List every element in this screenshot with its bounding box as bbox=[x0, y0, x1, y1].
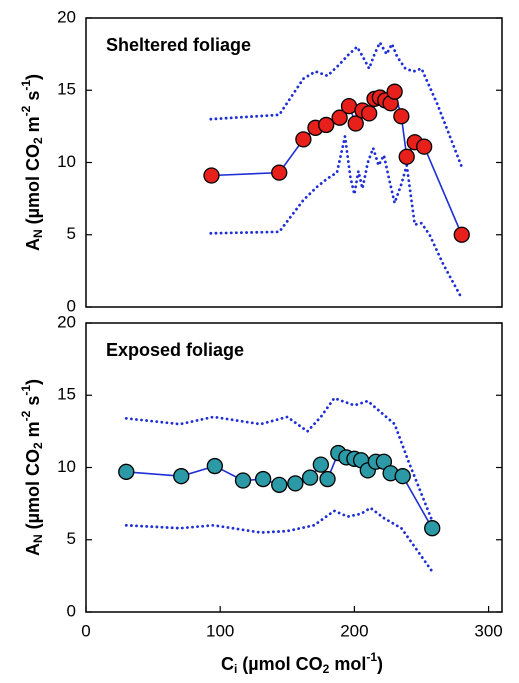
data-point bbox=[424, 520, 441, 537]
data-point bbox=[287, 475, 304, 492]
x-tick-label: 100 bbox=[206, 621, 234, 640]
band-line bbox=[209, 39, 464, 169]
plot-frame bbox=[85, 322, 503, 613]
data-point bbox=[206, 457, 223, 475]
label-part: s bbox=[23, 396, 43, 411]
data-point bbox=[453, 226, 470, 243]
label-part: i bbox=[234, 662, 237, 676]
y-axis-label: AN (µmol CO2 m-2 s-1) bbox=[19, 379, 45, 556]
plot-frame bbox=[85, 17, 503, 308]
data-point bbox=[312, 456, 329, 473]
data-point bbox=[318, 116, 335, 134]
label-part: N bbox=[31, 229, 45, 238]
data-point bbox=[173, 468, 190, 485]
y-tick-label: 5 bbox=[67, 224, 76, 243]
y-axis-label: AN (µmol CO2 m-2 s-1) bbox=[19, 74, 45, 251]
data-point bbox=[234, 472, 252, 489]
label-part: 2 bbox=[31, 137, 45, 144]
data-point bbox=[271, 164, 288, 181]
data-point bbox=[386, 83, 403, 100]
label-part: N bbox=[31, 534, 45, 543]
x-axis-label: Ci (µmol CO2 mol-1) bbox=[221, 650, 383, 676]
label-part: ) bbox=[23, 74, 43, 80]
panel-title: Sheltered foliage bbox=[106, 35, 251, 55]
data-point bbox=[254, 470, 272, 488]
y-tick-label: 10 bbox=[57, 457, 76, 476]
label-part: A bbox=[23, 238, 43, 251]
label-part: ) bbox=[23, 379, 43, 385]
label-part: m bbox=[23, 116, 43, 137]
y-tick-label: 15 bbox=[57, 385, 76, 404]
y-tick-label: 20 bbox=[57, 7, 76, 26]
data-point bbox=[347, 115, 364, 132]
data-point bbox=[360, 105, 378, 122]
y-tick-label: 10 bbox=[57, 152, 76, 171]
data-point bbox=[203, 167, 220, 184]
label-part: A bbox=[23, 543, 43, 556]
label-part: -1 bbox=[19, 80, 33, 91]
band-line bbox=[124, 396, 434, 523]
label-part: (µmol CO bbox=[23, 449, 43, 534]
label-part: (µmol CO bbox=[237, 654, 322, 674]
data-point bbox=[319, 470, 336, 488]
label-part: 2 bbox=[323, 662, 330, 676]
x-tick-label: 200 bbox=[340, 621, 368, 640]
data-point bbox=[295, 131, 312, 148]
label-part: m bbox=[23, 421, 43, 442]
label-part: -1 bbox=[366, 650, 377, 664]
label-part: 2 bbox=[31, 442, 45, 449]
band-line bbox=[209, 136, 464, 300]
panel-title: Exposed foliage bbox=[106, 340, 244, 360]
x-tick-label: 0 bbox=[81, 621, 90, 640]
band-line bbox=[124, 506, 434, 573]
label-part: s bbox=[23, 91, 43, 106]
y-tick-label: 15 bbox=[57, 80, 76, 99]
label-part: -2 bbox=[19, 410, 33, 421]
data-point bbox=[340, 97, 358, 115]
x-tick-label: 300 bbox=[474, 621, 502, 640]
label-part: mol bbox=[329, 654, 366, 674]
y-tick-label: 0 bbox=[67, 601, 76, 620]
data-point bbox=[118, 463, 135, 480]
data-point bbox=[301, 469, 319, 486]
data-point bbox=[398, 148, 415, 165]
label-part: -2 bbox=[19, 105, 33, 116]
label-part: C bbox=[221, 654, 234, 674]
label-part: ) bbox=[377, 654, 383, 674]
y-tick-label: 0 bbox=[67, 296, 76, 315]
y-tick-label: 5 bbox=[67, 529, 76, 548]
data-point bbox=[271, 476, 288, 493]
data-point bbox=[394, 468, 411, 485]
data-point bbox=[393, 108, 410, 125]
y-tick-label: 20 bbox=[57, 312, 76, 331]
data-point bbox=[331, 109, 348, 126]
data-point bbox=[416, 138, 433, 155]
label-part: -1 bbox=[19, 385, 33, 396]
label-part: (µmol CO bbox=[23, 144, 43, 229]
